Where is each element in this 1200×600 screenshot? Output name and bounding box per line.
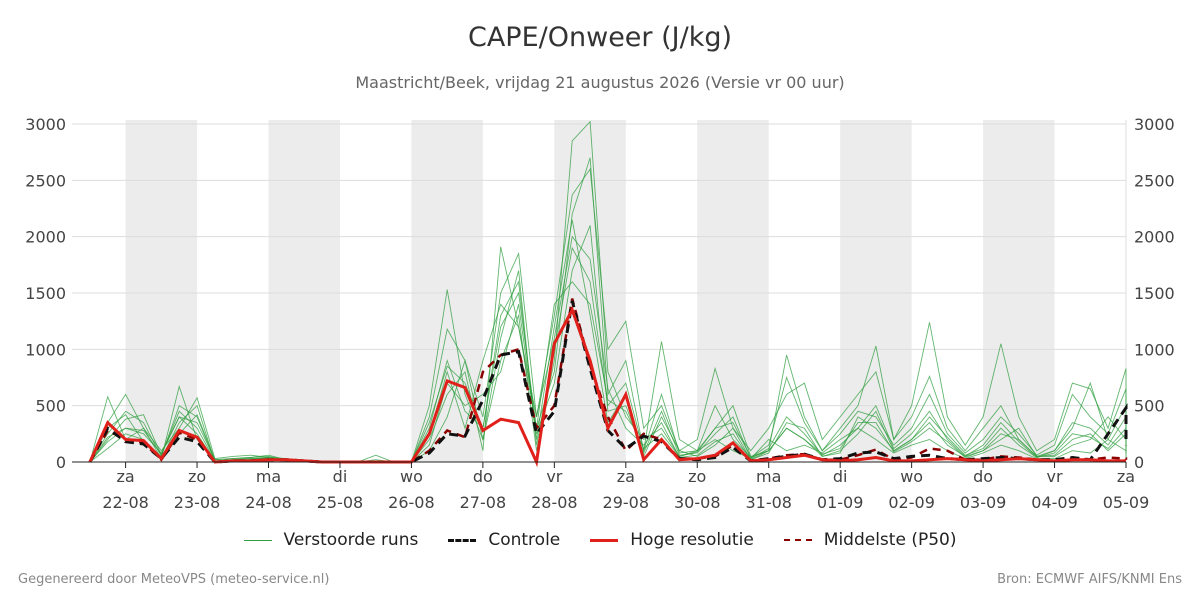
y-tick-label-right-0: 0 — [1134, 453, 1144, 472]
weekend-band-6 — [983, 120, 1055, 462]
legend-item-median: Middelste (P50) — [783, 530, 957, 550]
x-tick-date-05-09: 05-09 — [1103, 493, 1150, 512]
x-tick-weekday-29-08: za — [617, 467, 635, 486]
x-tick-weekday-31-08: ma — [756, 467, 781, 486]
legend-label-control: Controle — [488, 530, 561, 550]
weekend-band-1 — [268, 120, 340, 462]
y-tick-label-right-1000: 1000 — [1134, 340, 1175, 359]
y-tick-label-left-2500: 2500 — [25, 171, 66, 190]
x-tick-weekday-04-09: vr — [1047, 467, 1063, 486]
y-tick-label-right-500: 500 — [1134, 397, 1165, 416]
series-highres-line — [88, 306, 1126, 468]
legend-swatch-highres — [590, 538, 619, 542]
x-tick-weekday-27-08: do — [473, 467, 493, 486]
x-tick-weekday-22-08: za — [116, 467, 134, 486]
legend-item-ensemble: Verstoorde runs — [243, 530, 419, 550]
x-tick-weekday-02-09: wo — [900, 467, 923, 486]
y-tick-label-right-1500: 1500 — [1134, 284, 1175, 303]
ensemble-run-3 — [89, 167, 1127, 463]
y-tick-label-left-2000: 2000 — [25, 228, 66, 247]
x-tick-weekday-24-08: ma — [256, 467, 281, 486]
x-tick-weekday-25-08: di — [333, 467, 348, 486]
footer-generated-by: Gegenereerd door MeteoVPS (meteo-service… — [18, 572, 330, 587]
x-tick-date-27-08: 27-08 — [460, 493, 507, 512]
x-tick-weekday-05-09: za — [1117, 467, 1135, 486]
x-tick-date-04-09: 04-09 — [1031, 493, 1078, 512]
x-tick-date-23-08: 23-08 — [174, 493, 221, 512]
x-tick-weekday-30-08: zo — [688, 467, 706, 486]
weekend-band-3 — [554, 120, 626, 462]
x-tick-date-25-08: 25-08 — [317, 493, 364, 512]
legend-swatch-ensemble — [243, 539, 272, 541]
x-tick-weekday-23-08: zo — [188, 467, 206, 486]
legend-label-median: Middelste (P50) — [823, 530, 957, 550]
x-tick-date-28-08: 28-08 — [531, 493, 578, 512]
y-tick-label-left-3000: 3000 — [25, 115, 66, 134]
y-tick-label-left-0: 0 — [56, 453, 66, 472]
y-tick-label-right-2000: 2000 — [1134, 228, 1175, 247]
legend-label-ensemble: Verstoorde runs — [283, 530, 419, 550]
x-tick-weekday-03-09: do — [973, 467, 993, 486]
weekend-band-0 — [125, 120, 198, 462]
x-tick-date-02-09: 02-09 — [888, 493, 935, 512]
x-tick-weekday-28-08: vr — [546, 467, 562, 486]
x-tick-date-31-08: 31-08 — [745, 493, 792, 512]
x-tick-date-03-09: 03-09 — [960, 493, 1007, 512]
chart-subtitle: Maastricht/Beek, vrijdag 21 augustus 202… — [355, 73, 845, 92]
x-tick-date-29-08: 29-08 — [603, 493, 650, 512]
y-tick-label-right-2500: 2500 — [1134, 171, 1175, 190]
y-tick-label-left-1000: 1000 — [25, 340, 66, 359]
y-tick-label-right-3000: 3000 — [1134, 115, 1175, 134]
legend-swatch-median — [783, 539, 812, 541]
ensemble-run-4 — [89, 246, 1127, 463]
x-tick-date-30-08: 30-08 — [674, 493, 721, 512]
x-tick-date-26-08: 26-08 — [388, 493, 435, 512]
x-tick-date-22-08: 22-08 — [102, 493, 149, 512]
y-tick-label-left-1500: 1500 — [25, 284, 66, 303]
x-tick-date-01-09: 01-09 — [817, 493, 864, 512]
legend-item-control: Controle — [448, 530, 560, 550]
footer-source: Bron: ECMWF AIFS/KNMI Ens — [997, 572, 1182, 587]
chart-title: CAPE/Onweer (J/kg) — [467, 22, 732, 53]
legend-item-highres: Hoge resolutie — [590, 530, 754, 550]
x-tick-date-24-08: 24-08 — [245, 493, 292, 512]
y-tick-label-left-500: 500 — [35, 397, 66, 416]
x-tick-weekday-01-09: di — [833, 467, 848, 486]
x-tick-weekday-26-08: wo — [400, 467, 423, 486]
legend-label-highres: Hoge resolutie — [630, 530, 754, 550]
legend-swatch-control — [448, 538, 477, 542]
chart-legend: Verstoorde runs Controle Hoge resolutie … — [0, 530, 1200, 550]
weekend-band-4 — [697, 120, 769, 462]
